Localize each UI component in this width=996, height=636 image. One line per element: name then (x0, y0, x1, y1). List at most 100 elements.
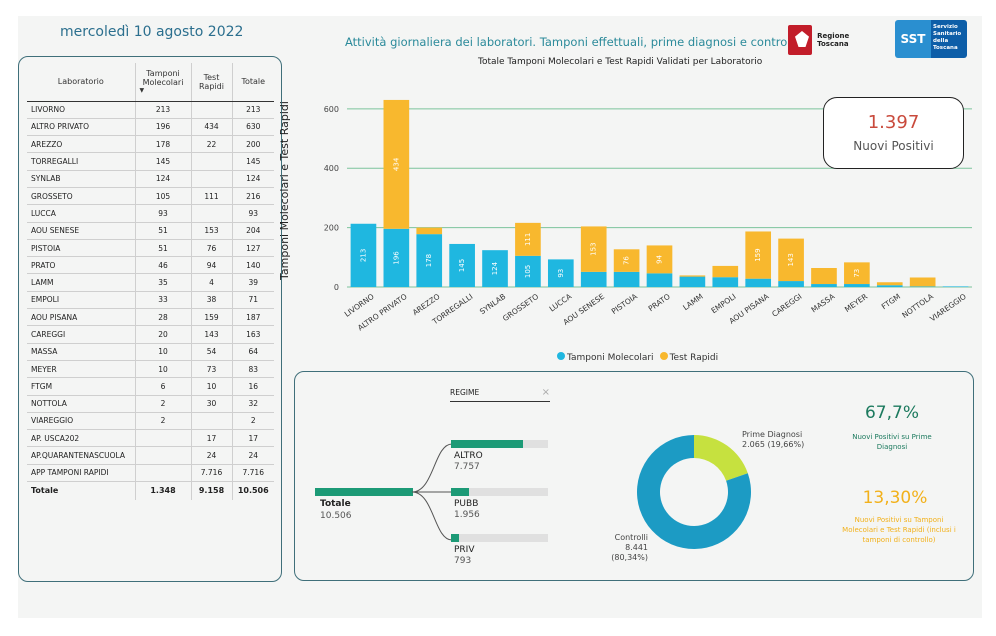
laboratory-table: Laboratorio Tamponi Molecolari ▼ Test Ra… (27, 63, 274, 500)
table-row[interactable]: PISTOIA 51 76 127 (27, 239, 274, 258)
tree-bar-altro[interactable] (451, 440, 523, 448)
bar-molecolari[interactable] (909, 286, 936, 287)
donut-label-prime: Prime Diagnosi 2.065 (19,66%) (742, 430, 804, 450)
bar-molecolari[interactable] (646, 273, 673, 287)
table-row[interactable]: EMPOLI 33 38 71 (27, 291, 274, 310)
table-row[interactable]: LUCCA 93 93 (27, 204, 274, 223)
bar-rapidi[interactable] (876, 282, 903, 286)
cell-laboratorio: SYNLAB (27, 170, 135, 188)
tree-root-label[interactable]: Totale (320, 499, 351, 509)
tree-node-label-pubb[interactable]: PUBB (454, 499, 479, 509)
table-row[interactable]: GROSSETO 105 111 216 (27, 187, 274, 206)
x-tick-label: SYNLAB (478, 292, 507, 316)
cell-rapidi: 54 (190, 343, 232, 361)
cell-totale: 140 (231, 256, 274, 275)
cell-totale: 204 (231, 222, 274, 240)
col-header-laboratorio[interactable]: Laboratorio (27, 63, 135, 102)
table-row[interactable]: TORREGALLI 145 145 (27, 152, 274, 171)
bar-rapidi[interactable] (745, 231, 772, 279)
table-row[interactable]: MASSA 10 54 64 (27, 343, 274, 361)
y-tick-label: 0 (334, 283, 339, 292)
cell-laboratorio: FTGM (27, 377, 135, 396)
tree-bar-pubb[interactable] (451, 488, 470, 496)
bar-rapidi[interactable] (416, 227, 443, 235)
bar-molecolari[interactable] (745, 278, 772, 287)
bar-molecolari[interactable] (547, 259, 574, 287)
table-row[interactable]: VIAREGGIO 2 2 (27, 412, 274, 431)
new-positives-label: Nuovi Positivi (853, 139, 934, 153)
col-header-molecolari-label: Tamponi Molecolari (142, 69, 184, 88)
bar-molecolari[interactable] (679, 276, 706, 287)
bar-molecolari[interactable] (876, 285, 903, 287)
cell-laboratorio: GROSSETO (27, 187, 135, 206)
bar-molecolari[interactable] (844, 284, 870, 287)
bar-molecolari[interactable] (482, 250, 508, 287)
bar-molecolari[interactable] (383, 228, 410, 287)
cell-totale: 216 (231, 187, 274, 206)
legend-label-rapidi: Test Rapidi (669, 353, 719, 363)
sort-desc-icon[interactable]: ▼ (139, 87, 145, 95)
table-row[interactable]: ALTRO PRIVATO 196 434 630 (27, 118, 274, 137)
bar-data-label: 153 (590, 242, 598, 255)
bar-molecolari[interactable] (778, 281, 804, 287)
table-row[interactable]: NOTTOLA 2 30 32 (27, 395, 274, 413)
cell-molecolari: 196 (134, 118, 191, 137)
bar-molecolari[interactable] (416, 234, 443, 287)
bar-rapidi[interactable] (515, 222, 541, 256)
tree-bar-priv[interactable] (451, 534, 459, 542)
bar-rapidi[interactable] (613, 249, 640, 272)
bar-molecolari[interactable] (449, 243, 475, 287)
cell-totale: 24 (231, 446, 274, 465)
bar-molecolari[interactable] (580, 271, 607, 287)
bar-rapidi[interactable] (778, 238, 804, 282)
table-row[interactable]: CAREGGI 20 143 163 (27, 325, 274, 344)
bar-rapidi[interactable] (580, 226, 607, 272)
table-row[interactable]: AOU PISANA 28 159 187 (27, 308, 274, 327)
bar-molecolari[interactable] (515, 255, 541, 287)
x-tick-label: EMPOLI (710, 292, 738, 315)
table-row[interactable]: SYNLAB 124 124 (27, 170, 274, 188)
cell-totale: 71 (231, 291, 274, 310)
col-header-molecolari[interactable]: Tamponi Molecolari ▼ (134, 63, 191, 102)
tree-connectors (411, 443, 453, 541)
tree-node-label-altro[interactable]: ALTRO (454, 451, 483, 461)
table-row[interactable]: AP. USCA202 17 17 (27, 429, 274, 448)
bar-molecolari[interactable] (613, 271, 640, 287)
bar-rapidi[interactable] (844, 262, 870, 285)
bar-molecolari[interactable] (811, 284, 837, 287)
bar-rapidi[interactable] (679, 275, 706, 277)
table-row[interactable]: PRATO 46 94 140 (27, 256, 274, 275)
bar-rapidi[interactable] (811, 267, 837, 285)
tree-node-label-priv[interactable]: PRIV (454, 545, 475, 555)
bar-molecolari[interactable] (712, 277, 739, 287)
bar-molecolari[interactable] (350, 223, 377, 287)
bar-data-label: 105 (524, 265, 532, 278)
table-row[interactable]: APP TAMPONI RAPIDI 7.716 7.716 (27, 464, 274, 483)
bar-molecolari[interactable] (942, 286, 969, 287)
root-bar[interactable] (315, 488, 413, 496)
cell-laboratorio: ALTRO PRIVATO (27, 118, 135, 137)
legend-item-rapidi[interactable]: Test Rapidi (659, 352, 719, 363)
table-row[interactable]: MEYER 10 73 83 (27, 360, 274, 379)
col-header-totale[interactable]: Totale (231, 63, 274, 102)
donut-segment-controlli[interactable] (637, 435, 751, 549)
cell-totale: 32 (231, 395, 274, 413)
table-row[interactable]: LIVORNO 213 213 (27, 101, 274, 119)
close-icon[interactable]: × (541, 387, 550, 398)
table-row[interactable]: AP.QUARANTENASCUOLA 24 24 (27, 446, 274, 465)
cell-rapidi (190, 204, 232, 223)
x-tick-label: VIAREGGIO (928, 292, 968, 324)
table-row[interactable]: FTGM 6 10 16 (27, 377, 274, 396)
bar-rapidi[interactable] (712, 265, 739, 278)
table-row[interactable]: LAMM 35 4 39 (27, 273, 274, 292)
table-row[interactable]: AOU SENESE 51 153 204 (27, 222, 274, 240)
legend-item-molecolari[interactable]: Tamponi Molecolari (557, 352, 654, 363)
bar-rapidi[interactable] (646, 245, 673, 274)
table-row[interactable]: AREZZO 178 22 200 (27, 135, 274, 154)
col-header-rapidi[interactable]: Test Rapidi (190, 63, 232, 102)
bar-rapidi[interactable] (383, 99, 410, 229)
cell-totale: 64 (231, 343, 274, 361)
cell-molecolari: 93 (134, 204, 191, 223)
donut-segment-prime-diagnosi[interactable] (694, 435, 748, 481)
bar-rapidi[interactable] (909, 277, 936, 287)
